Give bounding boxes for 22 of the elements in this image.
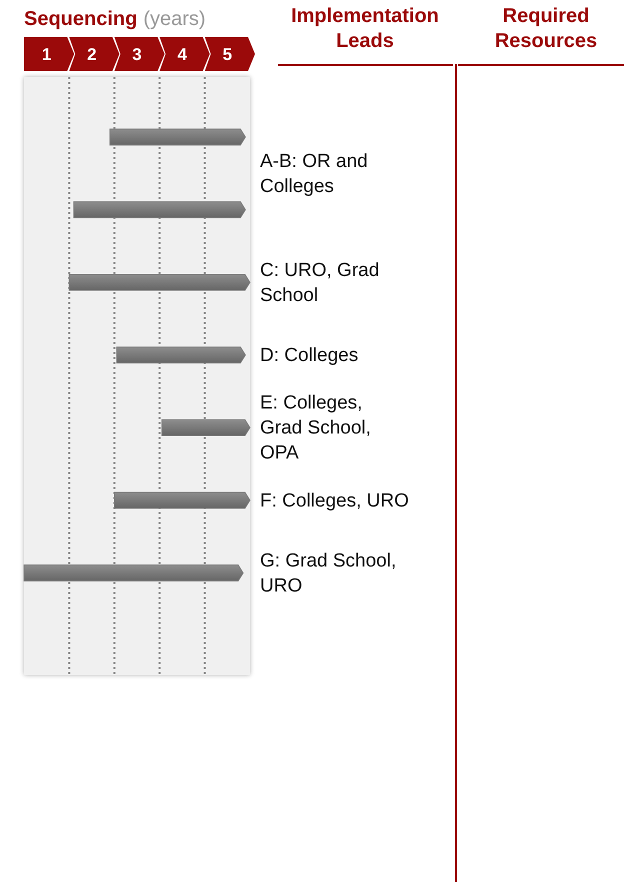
- bar: [109, 128, 246, 146]
- bar: [114, 492, 250, 509]
- text: Implementation Leads: [291, 5, 439, 52]
- chart-title: Sequencing: [24, 8, 138, 30]
- bar: [116, 346, 246, 364]
- text: A-B: OR and Colleges: [260, 150, 368, 197]
- text: C: URO, Grad School: [260, 260, 380, 306]
- bar: [24, 564, 244, 582]
- x-axis-title: (years): [143, 8, 206, 30]
- text: E: Colleges, Grad School, OPA: [260, 392, 371, 464]
- text: D: Colleges: [260, 345, 358, 366]
- x-tick-label: 3: [132, 45, 142, 64]
- text: Required Resources: [494, 5, 598, 52]
- text: G: Grad School, URO: [260, 550, 396, 596]
- text: F: Colleges, URO: [260, 490, 409, 512]
- x-tick-label: 5: [222, 45, 232, 64]
- x-tick-label: 4: [177, 45, 188, 64]
- bar: [68, 274, 250, 291]
- x-tick-label: 2: [87, 45, 97, 64]
- bar: [73, 201, 246, 218]
- x-tick-label: 1: [42, 45, 52, 64]
- bar: [161, 419, 250, 436]
